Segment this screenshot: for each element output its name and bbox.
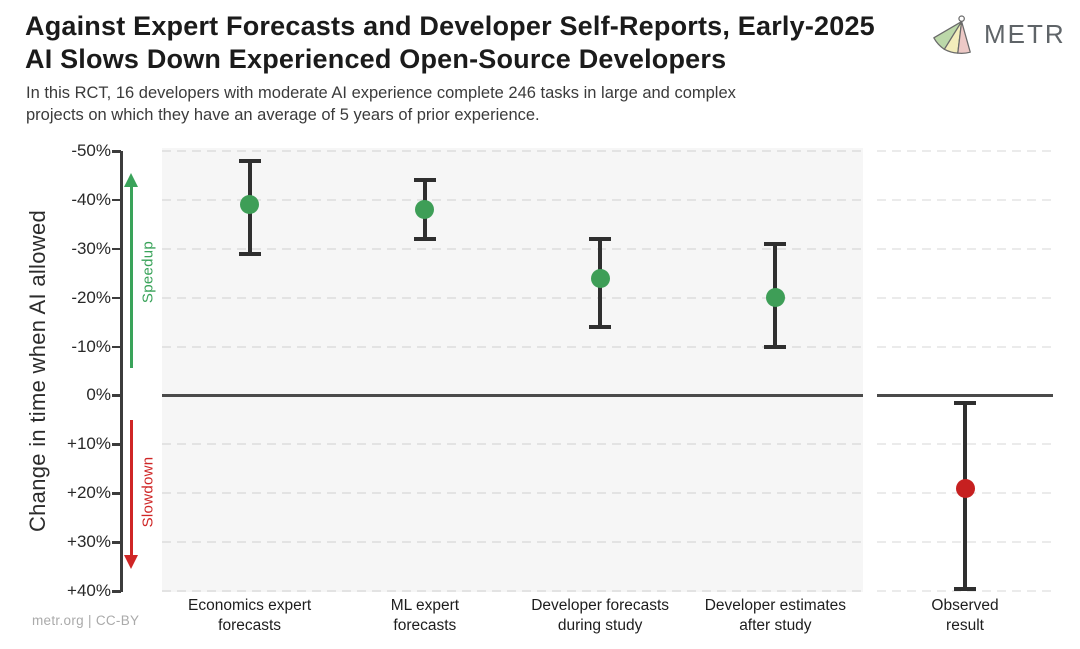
- data-point: [415, 200, 435, 220]
- x-category-label: Economics expert forecasts: [188, 597, 312, 634]
- gridline: [877, 296, 1053, 299]
- slowdown-arrow-head: [124, 555, 138, 569]
- zero-line: [162, 393, 863, 397]
- gridline: [162, 345, 863, 348]
- error-bar-cap-top: [589, 237, 612, 241]
- slowdown-arrow-line: [130, 420, 133, 555]
- data-point: [590, 268, 610, 288]
- y-tick-mark: [112, 443, 121, 446]
- data-point: [765, 288, 785, 308]
- x-category-label: Developer estimates after study: [704, 597, 847, 634]
- error-bar-cap-bottom: [238, 251, 261, 256]
- y-tick-label: -10%: [71, 336, 111, 356]
- metr-fan-icon: [933, 15, 971, 55]
- error-bar-cap-bottom: [954, 586, 976, 591]
- y-tick-mark: [112, 590, 121, 593]
- y-tick-mark: [112, 394, 121, 397]
- panel-forecasts: [162, 148, 863, 592]
- y-tick-label: +30%: [67, 532, 111, 552]
- gridline: [162, 247, 863, 250]
- metr-logo: METR: [930, 11, 1066, 57]
- page-title: Against Expert Forecasts and Developer S…: [25, 11, 875, 74]
- y-tick-mark: [112, 296, 121, 300]
- y-axis-spine: [120, 151, 123, 592]
- y-tick-label: -30%: [71, 238, 111, 258]
- y-tick-label: +40%: [67, 581, 111, 600]
- error-bar-cap-top: [954, 400, 976, 405]
- slowdown-label: Slowdown: [139, 456, 157, 528]
- speedup-label: Speedup: [139, 240, 157, 304]
- gridline: [877, 345, 1053, 348]
- gridline: [162, 541, 863, 544]
- gridline: [162, 590, 863, 592]
- gridline: [162, 296, 863, 299]
- gridline: [162, 150, 863, 152]
- y-tick-label: +20%: [67, 483, 111, 503]
- error-bar-cap-bottom: [589, 325, 612, 329]
- gridline: [877, 590, 1053, 592]
- y-tick-mark: [112, 198, 121, 202]
- error-bar-cap-bottom: [413, 237, 436, 241]
- y-tick-mark: [112, 492, 121, 495]
- error-bar-cap-top: [238, 158, 261, 163]
- y-tick-mark: [112, 247, 121, 251]
- error-bar-cap-top: [764, 241, 787, 246]
- y-tick-mark: [112, 345, 121, 349]
- x-category-label: Developer forecasts during study: [531, 597, 670, 634]
- data-point: [955, 478, 975, 498]
- gridline: [162, 443, 863, 446]
- y-tick-label: -20%: [71, 287, 111, 307]
- y-tick-mark: [112, 541, 121, 544]
- x-category-label: ML expert forecasts: [390, 597, 460, 634]
- gridline: [162, 198, 863, 201]
- speedup-arrow-line: [130, 186, 133, 368]
- y-tick-label: -50%: [71, 141, 111, 160]
- data-point: [240, 195, 260, 215]
- y-tick-mark: [112, 150, 121, 153]
- error-bar-cap-bottom: [764, 344, 787, 349]
- y-tick-label: +10%: [67, 434, 111, 454]
- attribution-text: metr.org | CC-BY: [32, 613, 140, 628]
- y-tick-label: 0%: [86, 385, 111, 405]
- y-tick-label: -40%: [71, 189, 111, 209]
- x-category-label: Observed result: [931, 597, 999, 634]
- error-bar-cap-top: [413, 178, 436, 183]
- gridline: [162, 492, 863, 495]
- gridline: [877, 150, 1053, 152]
- speedup-arrow-head: [124, 173, 138, 187]
- gridline: [877, 247, 1053, 250]
- zero-line: [877, 393, 1053, 397]
- gridline: [877, 198, 1053, 201]
- chart-subtitle: In this RCT, 16 developers with moderate…: [26, 84, 736, 124]
- metr-logo-text: METR: [984, 18, 1066, 49]
